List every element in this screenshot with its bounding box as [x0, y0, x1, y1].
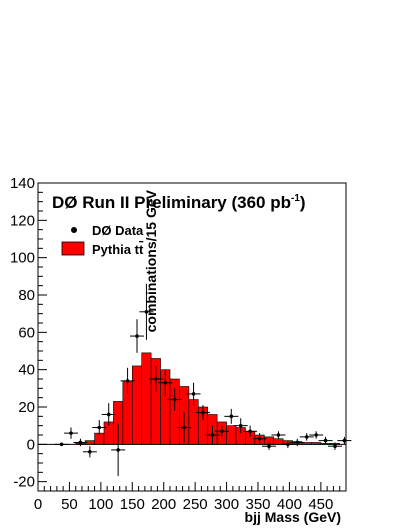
data-points-layer [54, 283, 352, 477]
y-tick-label: 20 [18, 399, 35, 416]
data-point [163, 380, 168, 385]
y-tick-label: 60 [18, 324, 35, 341]
y-tick-label: -20 [13, 474, 35, 491]
x-tick-label: 0 [34, 496, 42, 513]
data-point [154, 377, 158, 381]
x-tick-label: 250 [183, 496, 208, 513]
histogram-bar [188, 399, 199, 445]
data-point [342, 438, 347, 443]
legend-data-marker [71, 227, 77, 233]
legend-mc-swatch [61, 241, 85, 256]
data-point [267, 444, 271, 449]
x-tick-label: 400 [277, 496, 302, 513]
data-point [182, 425, 186, 430]
data-point [78, 440, 83, 445]
data-point [314, 433, 318, 437]
y-tick-label: 40 [18, 362, 35, 379]
y-tick-label: 80 [18, 287, 35, 304]
data-point [257, 436, 262, 441]
plot-frame [37, 182, 347, 492]
data-point [97, 425, 102, 430]
y-tick-label: 0 [27, 436, 35, 453]
histogram-layer [75, 352, 341, 445]
x-tick-label: 300 [214, 496, 239, 513]
data-point [191, 392, 196, 396]
histogram-bar [226, 425, 237, 445]
data-point [304, 435, 309, 439]
legend-mc-label: Pythia tt [92, 242, 144, 257]
x-tick-label: 150 [120, 496, 145, 513]
x-tick-label: 350 [245, 496, 270, 513]
histogram-bar [131, 365, 143, 445]
legend-data-label: DØ Data [92, 223, 144, 238]
histogram-bar [273, 438, 284, 445]
data-point [220, 429, 224, 434]
data-point [229, 414, 234, 419]
x-tick-label: 450 [308, 496, 333, 513]
data-point [116, 448, 120, 452]
data-point [276, 433, 281, 437]
data-point [210, 433, 215, 437]
y-tick-label: 140 [10, 175, 35, 192]
data-point [333, 444, 337, 449]
y-tick-label: 120 [10, 212, 35, 229]
data-point [88, 450, 92, 454]
legend: DØ Data Pythia tt [61, 223, 144, 257]
data-point [238, 423, 243, 428]
data-point [106, 412, 111, 417]
data-point [125, 379, 130, 383]
histogram-bar [141, 352, 152, 445]
x-tick-label: 50 [61, 496, 78, 513]
chart-title: DØ Run II Preliminary (360 pb-1) [52, 193, 306, 212]
x-axis-title: bjj Mass (GeV) [245, 509, 341, 525]
data-point [323, 438, 328, 443]
y-tick-label: 100 [10, 250, 35, 267]
data-point [172, 397, 177, 402]
data-point [144, 310, 149, 314]
data-point [248, 429, 252, 434]
data-point [201, 410, 205, 415]
x-tick-label: 200 [151, 496, 176, 513]
data-point [69, 431, 73, 435]
data-point [135, 334, 139, 338]
axes: 0 50 100 150 200 250 300 350 400 450 -20 0 20 40 60 80 1… [10, 175, 347, 513]
x-tick-label: 100 [88, 496, 113, 513]
data-point [295, 440, 300, 445]
y-axis-title: combinations/15 GeV [143, 189, 159, 332]
